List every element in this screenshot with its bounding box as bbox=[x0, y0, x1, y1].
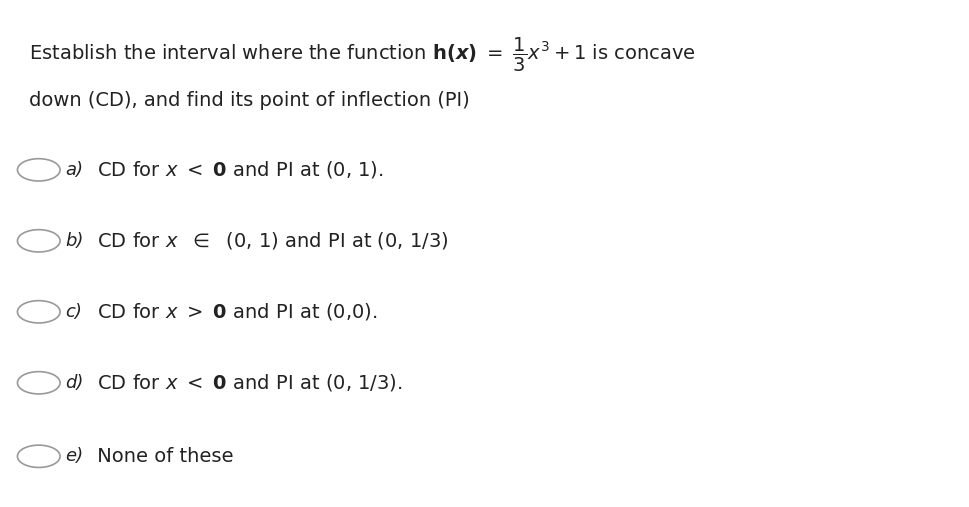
Text: None of these: None of these bbox=[91, 447, 234, 466]
Text: Establish the interval where the function $\mathbf{h}\boldsymbol{(x)}$ $=$ $\dfr: Establish the interval where the functio… bbox=[29, 35, 696, 74]
Text: CD for $x$ $<$ $\mathbf{0}$ and PI at (0, 1/3).: CD for $x$ $<$ $\mathbf{0}$ and PI at (0… bbox=[91, 372, 403, 393]
Text: d): d) bbox=[65, 374, 83, 392]
Text: b): b) bbox=[65, 232, 83, 250]
Text: CD for $x$ $>$ $\mathbf{0}$ and PI at (0,0).: CD for $x$ $>$ $\mathbf{0}$ and PI at (0… bbox=[91, 301, 378, 322]
Text: e): e) bbox=[65, 447, 83, 465]
Text: c): c) bbox=[65, 303, 81, 321]
Text: a): a) bbox=[65, 161, 83, 179]
Text: down (CD), and find its point of inflection (PI): down (CD), and find its point of inflect… bbox=[29, 91, 470, 110]
Text: CD for $x$  $\in$  (0, 1) and PI at (0, 1/3): CD for $x$ $\in$ (0, 1) and PI at (0, 1/… bbox=[91, 230, 449, 251]
Text: CD for $x$ $<$ $\mathbf{0}$ and PI at (0, 1).: CD for $x$ $<$ $\mathbf{0}$ and PI at (0… bbox=[91, 159, 384, 180]
